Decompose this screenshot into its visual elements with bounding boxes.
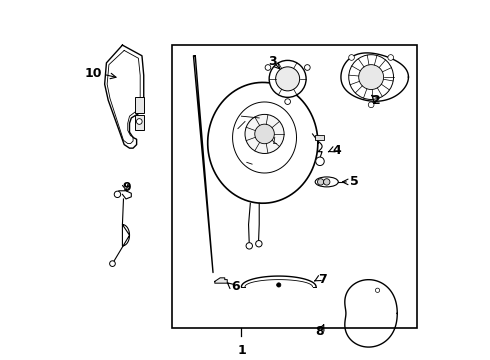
Circle shape	[114, 191, 121, 198]
Circle shape	[323, 179, 330, 185]
Circle shape	[349, 55, 354, 60]
Text: 2: 2	[372, 94, 381, 107]
Text: 3: 3	[268, 55, 277, 68]
Text: 6: 6	[231, 280, 240, 293]
Text: 1: 1	[237, 343, 246, 356]
Ellipse shape	[315, 177, 338, 187]
Circle shape	[349, 55, 393, 99]
Text: 4: 4	[332, 144, 341, 157]
Polygon shape	[215, 278, 227, 283]
Circle shape	[269, 60, 306, 97]
Text: 9: 9	[122, 181, 131, 194]
Text: 10: 10	[85, 67, 102, 80]
Circle shape	[136, 119, 142, 124]
Text: 5: 5	[350, 175, 359, 188]
Circle shape	[388, 55, 393, 60]
Circle shape	[368, 102, 374, 108]
FancyBboxPatch shape	[135, 96, 144, 113]
Circle shape	[276, 67, 300, 91]
Circle shape	[318, 179, 324, 185]
Circle shape	[255, 124, 274, 144]
Circle shape	[277, 283, 281, 287]
Circle shape	[110, 261, 115, 266]
Text: L: L	[273, 136, 277, 145]
FancyBboxPatch shape	[315, 135, 323, 140]
Text: 7: 7	[318, 273, 327, 286]
Circle shape	[245, 114, 284, 153]
Circle shape	[265, 65, 271, 70]
Circle shape	[246, 243, 252, 249]
Circle shape	[285, 99, 291, 104]
Bar	[172, 45, 417, 328]
Circle shape	[304, 65, 310, 70]
Circle shape	[256, 240, 262, 247]
FancyBboxPatch shape	[135, 116, 144, 130]
Circle shape	[359, 65, 384, 90]
Circle shape	[316, 157, 324, 166]
Circle shape	[375, 288, 380, 292]
Text: 8: 8	[315, 325, 324, 338]
